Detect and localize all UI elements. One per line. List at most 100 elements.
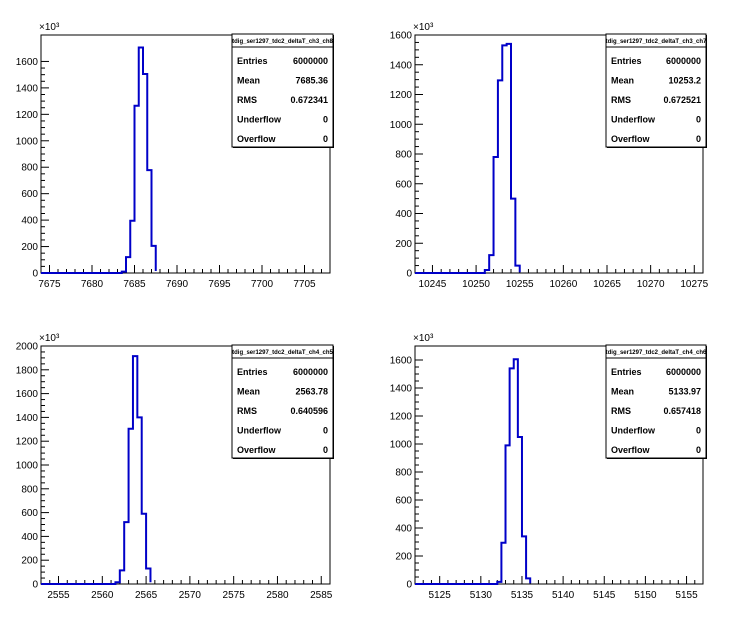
y-tick-label: 1000 [16, 136, 39, 147]
x-tick-label: 5125 [429, 590, 452, 601]
y-tick-label: 600 [395, 496, 412, 507]
y-tick-label: 0 [406, 580, 412, 591]
stats-label: Underflow [237, 426, 282, 436]
y-tick-label: 1400 [390, 60, 413, 71]
y-tick-label: 600 [395, 179, 412, 190]
y-tick-label: 400 [395, 524, 412, 535]
histogram-bin [502, 45, 506, 273]
histogram-bin [518, 437, 522, 584]
stats-label: Mean [237, 76, 260, 86]
y-tick-label: 1800 [16, 365, 39, 376]
x-tick-label: 5145 [593, 590, 616, 601]
y-tick-label: 1600 [16, 389, 39, 400]
y-exponent-label: ×10³ [413, 22, 434, 33]
histogram-bin [511, 199, 515, 273]
stats-box [605, 344, 707, 459]
y-tick-label: 400 [395, 209, 412, 220]
x-tick-label: 2585 [310, 590, 333, 601]
y-exponent-label: ×10³ [413, 333, 434, 344]
x-tick-label: 10265 [593, 279, 621, 290]
histogram-line [415, 358, 532, 585]
y-tick-label: 600 [21, 189, 38, 200]
y-tick-label: 1000 [16, 461, 39, 472]
stats-value: 5133.97 [668, 387, 701, 397]
histogram-bin [130, 221, 134, 273]
histogram-bin [498, 80, 502, 273]
y-tick-label: 1400 [16, 413, 39, 424]
stats-label: Underflow [611, 426, 656, 436]
x-tick-label: 7700 [251, 279, 274, 290]
y-tick-label: 2000 [16, 342, 39, 353]
stats-value: 0 [323, 426, 328, 436]
x-tick-label: 10250 [462, 279, 490, 290]
x-tick-label: 2575 [223, 590, 246, 601]
histogram-bin [120, 570, 124, 584]
y-tick-label: 200 [21, 242, 38, 253]
histogram-bin [522, 536, 526, 584]
stats-value: 2563.78 [295, 387, 328, 397]
histogram-bin [489, 255, 493, 273]
y-tick-label: 1400 [16, 83, 39, 94]
stats-value: 0 [696, 426, 701, 436]
histogram-bin [501, 543, 505, 584]
stats-label: Entries [237, 56, 268, 66]
histogram-bin [115, 582, 119, 584]
y-tick-label: 1000 [390, 440, 413, 451]
x-tick-label: 5130 [470, 590, 493, 601]
stats-value: 0 [323, 115, 328, 125]
y-tick-label: 1600 [390, 31, 413, 42]
x-tick-label: 5155 [675, 590, 698, 601]
x-tick-label: 5150 [634, 590, 657, 601]
stats-label: RMS [237, 95, 257, 105]
histogram-pad-1: 0 200 400 600 800 1000 1200 1400 1600 ×10³ 7675 768… [16, 22, 334, 290]
histogram-title: tdig_ser1297_tdc2_deltaT_ch3_ch8 [232, 39, 333, 45]
y-tick-label: 1400 [390, 384, 413, 395]
y-tick-label: 1000 [390, 120, 413, 131]
y-tick-label: 200 [395, 552, 412, 563]
histogram-line [41, 46, 157, 274]
histogram-bin [122, 272, 126, 273]
histogram-bin [135, 106, 139, 273]
y-tick-label: 200 [21, 556, 38, 567]
stats-label: Underflow [611, 115, 656, 125]
histogram-line [41, 355, 152, 585]
stats-value: 6000000 [293, 56, 328, 66]
stats-label: Entries [611, 367, 642, 377]
y-tick-label: 400 [21, 216, 38, 227]
x-tick-label: 7695 [208, 279, 231, 290]
histogram-pad-3: 0 200 400 600 800 1000 1200 1400 1600 1800 2000×10… [16, 333, 334, 601]
stats-label: Mean [611, 387, 634, 397]
x-tick-label: 10245 [419, 279, 447, 290]
stats-value: 10253.2 [668, 76, 701, 86]
stats-label: Overflow [237, 445, 277, 455]
y-tick-label: 1200 [16, 437, 39, 448]
x-tick-label: 10255 [506, 279, 534, 290]
y-exponent-label: ×10³ [39, 22, 60, 33]
histogram-pad-4: 0 200 400 600 800 1000 1200 1400 1600 ×10³ 5125 513… [390, 333, 707, 601]
stats-label: RMS [237, 406, 257, 416]
x-tick-label: 2560 [91, 590, 114, 601]
stats-label: Overflow [611, 445, 651, 455]
histogram-bin [147, 170, 151, 273]
stats-value: 7685.36 [295, 76, 328, 86]
stats-value: 6000000 [293, 367, 328, 377]
histogram-bin [143, 74, 147, 273]
stats-value: 0 [696, 115, 701, 125]
histogram-bin [497, 582, 501, 584]
y-tick-label: 0 [32, 580, 38, 591]
x-tick-label: 7680 [81, 279, 104, 290]
histogram-bin [124, 522, 128, 584]
y-tick-label: 600 [21, 508, 38, 519]
y-tick-label: 800 [21, 484, 38, 495]
x-tick-label: 5135 [511, 590, 534, 601]
x-tick-label: 7675 [38, 279, 61, 290]
stats-box [605, 33, 707, 148]
x-tick-label: 10275 [680, 279, 708, 290]
stats-value: 0 [323, 445, 328, 455]
y-tick-label: 1200 [390, 90, 413, 101]
x-tick-label: 5140 [552, 590, 575, 601]
histogram-bin [137, 417, 141, 584]
x-tick-label: 10270 [637, 279, 665, 290]
stats-value: 0.640596 [290, 406, 328, 416]
